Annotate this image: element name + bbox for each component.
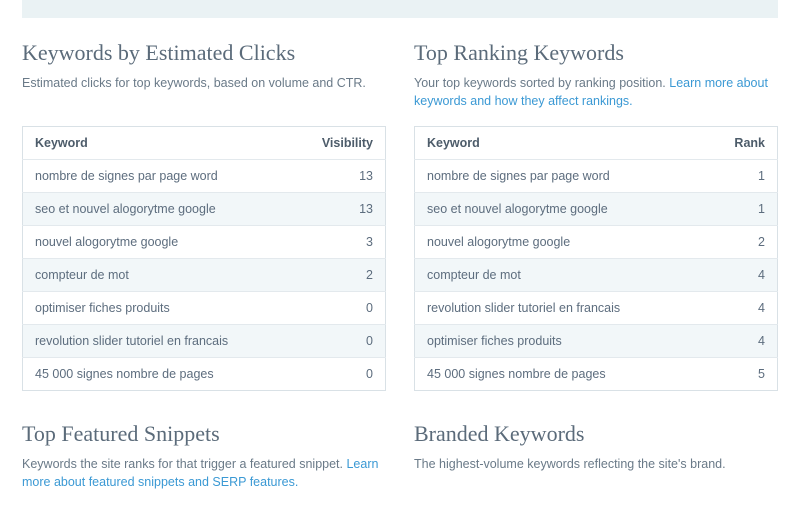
description-text: Your top keywords sorted by ranking posi… [414,76,669,90]
cell-keyword: 45 000 signes nombre de pages [415,358,708,391]
cell-value: 4 [708,292,778,325]
table-row[interactable]: nouvel alogorytme google3 [23,226,386,259]
section-title: Branded Keywords [414,421,778,447]
cell-keyword: compteur de mot [415,259,708,292]
cell-keyword: optimiser fiches produits [415,325,708,358]
cell-value: 4 [708,325,778,358]
table-row[interactable]: nombre de signes par page word1 [415,160,778,193]
table-row[interactable]: revolution slider tutoriel en francais0 [23,325,386,358]
section-description: Estimated clicks for top keywords, based… [22,74,386,110]
cell-value: 4 [708,259,778,292]
top-ranking-panel: Top Ranking Keywords Your top keywords s… [414,40,778,391]
table-row[interactable]: revolution slider tutoriel en francais4 [415,292,778,325]
top-band [22,0,778,18]
col-keyword: Keyword [23,127,310,160]
section-title: Top Ranking Keywords [414,40,778,66]
table-row[interactable]: seo et nouvel alogorytme google1 [415,193,778,226]
cell-value: 13 [310,193,386,226]
featured-snippets-panel: Top Featured Snippets Keywords the site … [22,421,386,491]
cell-value: 1 [708,193,778,226]
keywords-by-clicks-panel: Keywords by Estimated Clicks Estimated c… [22,40,386,391]
section-description: Your top keywords sorted by ranking posi… [414,74,778,110]
cell-keyword: 45 000 signes nombre de pages [23,358,310,391]
cell-value: 5 [708,358,778,391]
col-visibility: Visibility [310,127,386,160]
cell-value: 1 [708,160,778,193]
section-description: The highest-volume keywords reflecting t… [414,455,778,491]
cell-keyword: nouvel alogorytme google [23,226,310,259]
cell-value: 0 [310,292,386,325]
col-rank: Rank [708,127,778,160]
cell-keyword: optimiser fiches produits [23,292,310,325]
cell-keyword: compteur de mot [23,259,310,292]
col-keyword: Keyword [415,127,708,160]
table-row[interactable]: compteur de mot2 [23,259,386,292]
description-text: Keywords the site ranks for that trigger… [22,457,346,471]
ranking-table: Keyword Rank nombre de signes par page w… [414,126,778,391]
table-row[interactable]: 45 000 signes nombre de pages0 [23,358,386,391]
table-row[interactable]: 45 000 signes nombre de pages5 [415,358,778,391]
cell-keyword: revolution slider tutoriel en francais [415,292,708,325]
cell-value: 0 [310,325,386,358]
table-row[interactable]: compteur de mot4 [415,259,778,292]
cell-keyword: revolution slider tutoriel en francais [23,325,310,358]
cell-value: 13 [310,160,386,193]
section-description: Keywords the site ranks for that trigger… [22,455,386,491]
cell-value: 0 [310,358,386,391]
table-row[interactable]: optimiser fiches produits0 [23,292,386,325]
branded-keywords-panel: Branded Keywords The highest-volume keyw… [414,421,778,491]
cell-keyword: nombre de signes par page word [415,160,708,193]
cell-keyword: seo et nouvel alogorytme google [23,193,310,226]
section-title: Keywords by Estimated Clicks [22,40,386,66]
cell-keyword: nouvel alogorytme google [415,226,708,259]
table-row[interactable]: seo et nouvel alogorytme google13 [23,193,386,226]
clicks-table: Keyword Visibility nombre de signes par … [22,126,386,391]
section-title: Top Featured Snippets [22,421,386,447]
table-row[interactable]: nouvel alogorytme google2 [415,226,778,259]
cell-value: 2 [708,226,778,259]
table-row[interactable]: nombre de signes par page word13 [23,160,386,193]
cell-keyword: seo et nouvel alogorytme google [415,193,708,226]
cell-value: 3 [310,226,386,259]
cell-value: 2 [310,259,386,292]
cell-keyword: nombre de signes par page word [23,160,310,193]
table-row[interactable]: optimiser fiches produits4 [415,325,778,358]
